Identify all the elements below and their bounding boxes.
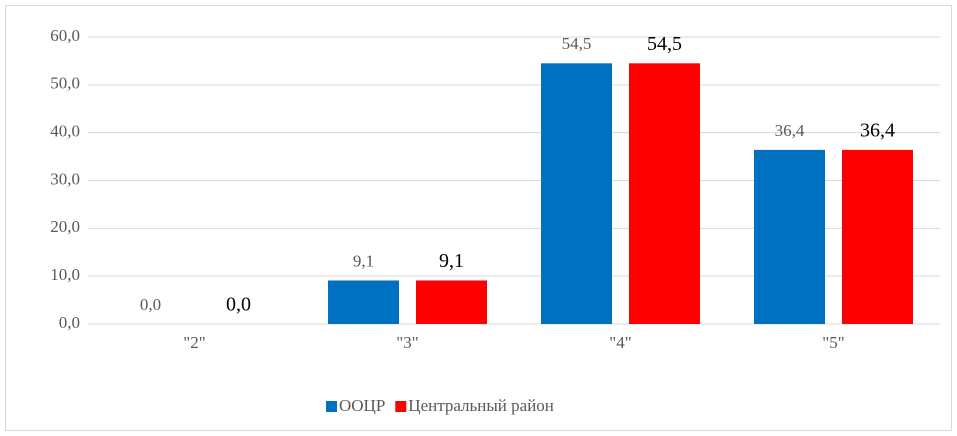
data-label: 9,1 bbox=[439, 250, 464, 272]
data-label: 54,5 bbox=[647, 33, 682, 55]
bar bbox=[328, 280, 399, 324]
y-tick-label: 50,0 bbox=[50, 74, 80, 93]
x-tick-label: "5" bbox=[822, 333, 844, 352]
legend-label: ООЦР bbox=[339, 396, 385, 415]
data-label: 9,1 bbox=[353, 251, 374, 270]
y-tick-label: 10,0 bbox=[50, 265, 80, 284]
data-label: 36,4 bbox=[775, 121, 805, 140]
x-tick-label: "4" bbox=[609, 333, 631, 352]
y-tick-label: 20,0 bbox=[50, 217, 80, 236]
bar bbox=[416, 280, 487, 324]
data-label: 0,0 bbox=[226, 294, 251, 316]
y-tick-label: 30,0 bbox=[50, 169, 80, 188]
bar bbox=[754, 149, 825, 324]
bar bbox=[842, 149, 913, 324]
y-tick-label: 0,0 bbox=[59, 313, 80, 332]
legend-label: Центральный район bbox=[408, 396, 554, 415]
x-tick-label: "3" bbox=[396, 333, 418, 352]
y-tick-label: 60,0 bbox=[50, 26, 80, 45]
data-label: 0,0 bbox=[140, 295, 161, 314]
bar bbox=[541, 63, 612, 324]
legend-swatch bbox=[326, 401, 337, 412]
data-label: 54,5 bbox=[562, 34, 592, 53]
bar bbox=[629, 63, 700, 324]
data-label: 36,4 bbox=[860, 119, 895, 141]
y-tick-label: 40,0 bbox=[50, 122, 80, 141]
x-tick-label: "2" bbox=[183, 333, 205, 352]
legend-swatch bbox=[395, 401, 407, 412]
